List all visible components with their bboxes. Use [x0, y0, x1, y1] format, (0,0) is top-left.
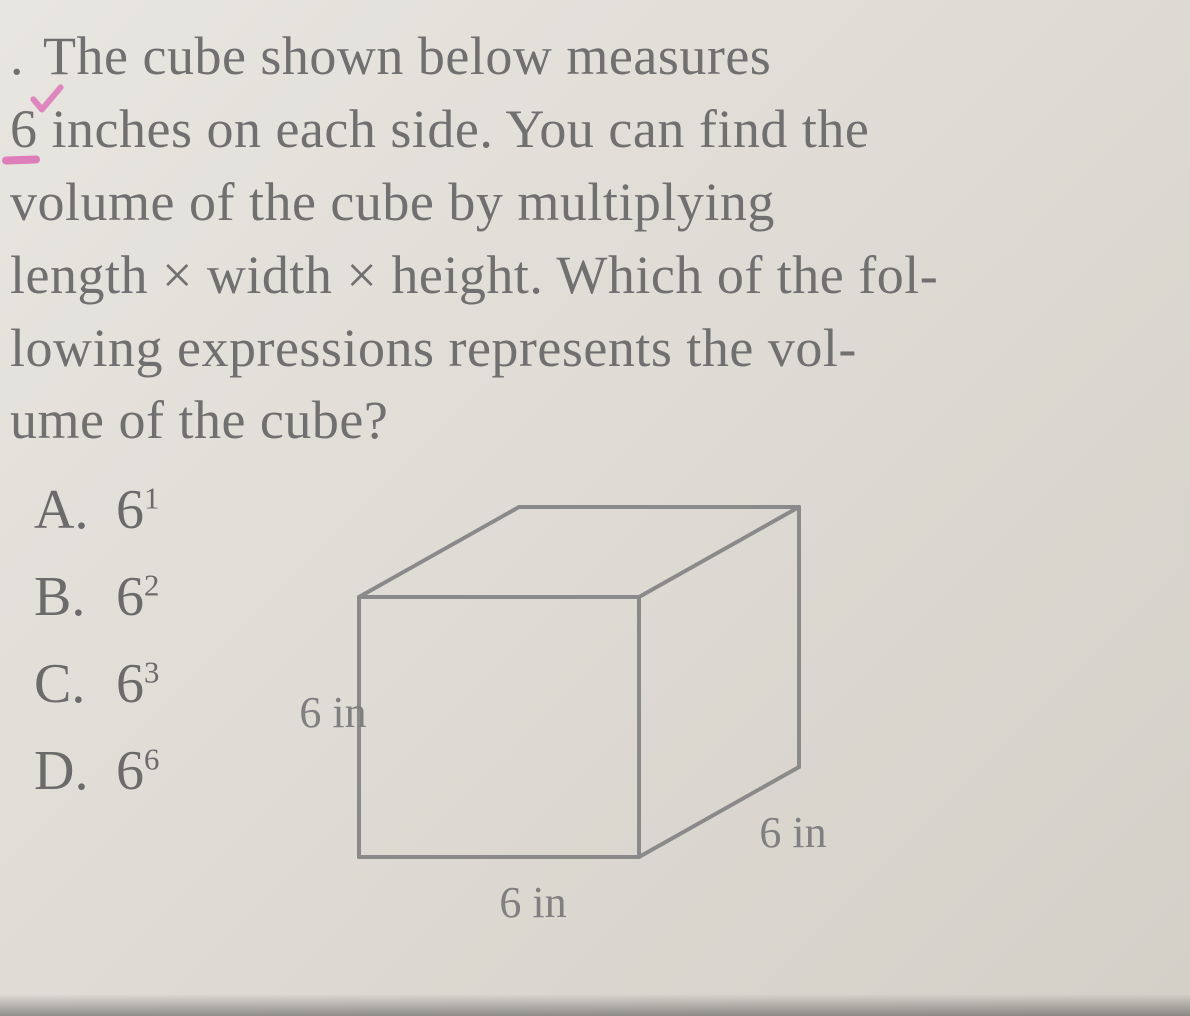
option-c[interactable]: C. 63 — [34, 641, 159, 728]
answer-options: A. 61 B. 62 C. 63 D. 66 — [34, 467, 159, 814]
dim-label-left: 6 in — [299, 687, 366, 738]
dim-label-right: 6 in — [759, 807, 826, 858]
question-line-4: length × width × height. Which of the fo… — [10, 245, 938, 305]
option-letter: D. — [34, 728, 94, 815]
dim-label-bottom: 6 in — [499, 877, 566, 928]
question-line-6: ume of the cube? — [10, 390, 388, 450]
pink-checkmark-icon — [30, 84, 64, 118]
question-line-1: The cube shown below measures — [43, 26, 771, 86]
question-bullet: . — [10, 26, 24, 86]
option-value: 66 — [116, 728, 159, 815]
cube-figure-wrap: 6 in 6 in 6 in — [159, 467, 1150, 947]
option-value: 62 — [116, 554, 159, 641]
cube-figure: 6 in 6 in 6 in — [299, 477, 859, 937]
question-line-5: lowing expressions represents the vol- — [10, 318, 857, 378]
option-letter: C. — [34, 641, 94, 728]
option-d[interactable]: D. 66 — [34, 728, 159, 815]
question-stem: . The cube shown below measures 6 inches… — [10, 20, 1150, 457]
bottom-shadow — [0, 994, 1190, 1016]
option-letter: A. — [34, 467, 94, 554]
worksheet-page: . The cube shown below measures 6 inches… — [0, 0, 1190, 987]
answer-and-figure-row: A. 61 B. 62 C. 63 D. 66 6 in 6 in 6 in — [10, 467, 1150, 947]
option-b[interactable]: B. 62 — [34, 554, 159, 641]
option-a[interactable]: A. 61 — [34, 467, 159, 554]
option-value: 61 — [116, 467, 159, 554]
question-line-2: inches on each side. You can find the — [38, 99, 870, 159]
question-line-3: volume of the cube by multiplying — [10, 172, 775, 232]
cube-icon — [299, 477, 859, 937]
option-value: 63 — [116, 641, 159, 728]
option-letter: B. — [34, 554, 94, 641]
